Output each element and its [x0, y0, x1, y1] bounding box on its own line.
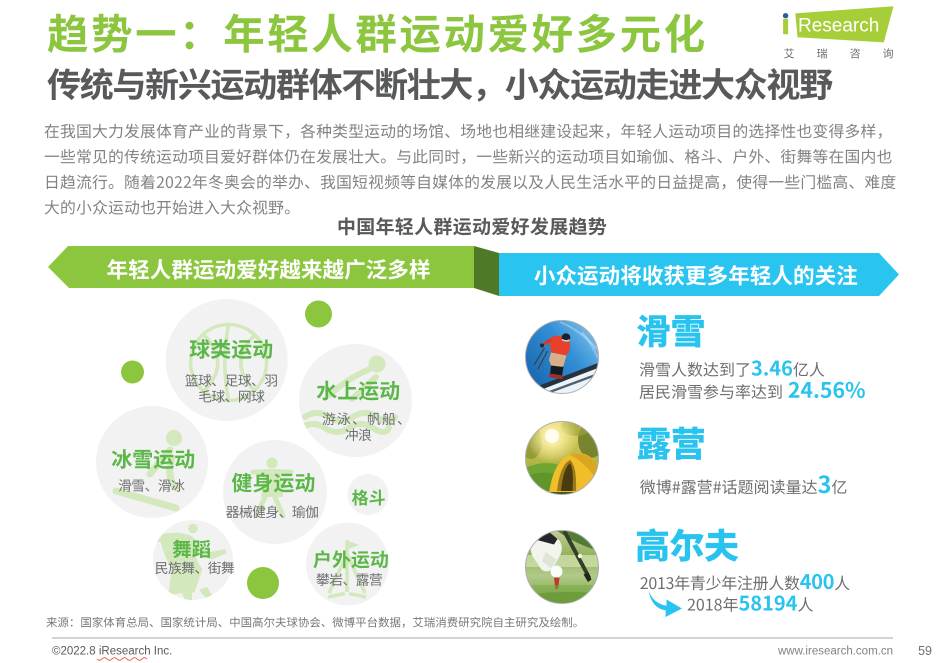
svg-text:59: 59 — [918, 644, 932, 658]
svg-text:Research: Research — [798, 16, 879, 37]
svg-text:www.iresearch.com.cn: www.iresearch.com.cn — [777, 646, 893, 658]
svg-text:©2022.8 iResearch Inc.: ©2022.8 iResearch Inc. — [52, 646, 172, 658]
